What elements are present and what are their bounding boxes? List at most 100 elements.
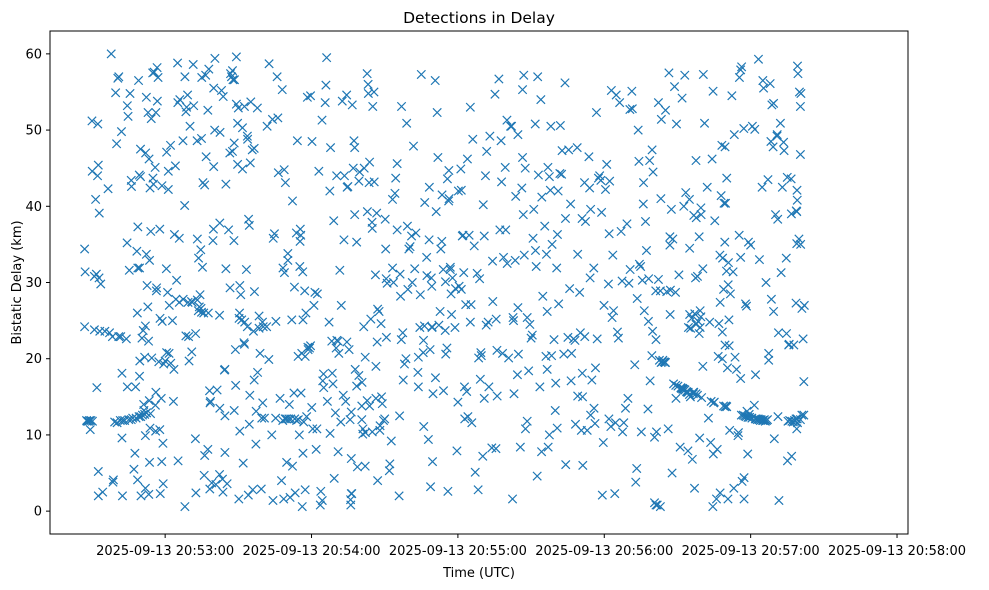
data-point <box>122 238 132 248</box>
data-point <box>374 306 384 317</box>
data-point <box>466 299 476 310</box>
data-point <box>200 180 210 190</box>
data-point <box>714 319 724 329</box>
data-point <box>736 62 747 72</box>
data-point <box>663 424 673 434</box>
data-point <box>363 79 373 89</box>
data-point <box>537 192 547 202</box>
data-point <box>762 415 773 425</box>
data-point <box>559 349 569 359</box>
data-point <box>235 426 245 436</box>
data-point <box>147 353 157 363</box>
data-point <box>305 341 316 351</box>
data-point <box>566 348 577 359</box>
data-point <box>289 388 299 398</box>
data-point <box>515 442 525 452</box>
data-point <box>546 121 556 131</box>
data-point <box>312 289 323 299</box>
data-point <box>577 368 587 378</box>
data-point <box>185 121 195 131</box>
data-point <box>530 245 541 256</box>
data-point <box>768 98 779 109</box>
data-point <box>564 145 574 155</box>
data-point <box>174 233 184 243</box>
data-point <box>180 200 190 211</box>
data-point <box>171 275 182 285</box>
data-point <box>660 357 671 368</box>
data-point <box>418 347 428 358</box>
data-point <box>132 475 143 485</box>
data-point <box>124 265 134 275</box>
data-point <box>696 392 707 403</box>
data-point <box>394 491 404 501</box>
data-point <box>475 374 485 384</box>
data-point <box>140 321 151 331</box>
data-point <box>122 101 132 111</box>
data-point <box>552 423 562 433</box>
data-point <box>634 259 645 269</box>
data-point <box>380 214 390 224</box>
data-point <box>165 140 176 150</box>
data-point <box>497 348 508 359</box>
data-point <box>647 145 657 155</box>
data-point <box>141 148 151 158</box>
data-point <box>150 162 160 173</box>
plot-area <box>80 49 809 512</box>
data-point <box>604 229 614 239</box>
data-point <box>773 328 784 338</box>
data-point <box>456 164 466 174</box>
data-point <box>715 488 725 498</box>
data-point <box>519 70 529 80</box>
data-point <box>275 393 285 403</box>
data-point <box>402 221 413 231</box>
data-point <box>144 489 154 499</box>
data-point <box>456 284 466 294</box>
data-point <box>132 246 142 256</box>
data-point <box>490 89 500 99</box>
data-point <box>585 204 596 214</box>
data-point <box>707 154 717 164</box>
data-point <box>723 494 733 504</box>
data-point <box>339 235 349 245</box>
data-point <box>283 255 293 266</box>
data-point <box>753 54 764 64</box>
data-point <box>245 390 255 400</box>
data-point <box>103 184 113 194</box>
data-point <box>665 309 675 320</box>
data-point <box>476 347 486 358</box>
data-point <box>221 264 231 274</box>
data-point <box>234 494 244 504</box>
data-point <box>325 428 335 439</box>
data-point <box>322 53 332 63</box>
data-point <box>665 240 675 250</box>
data-point <box>671 119 682 129</box>
data-point <box>210 125 220 135</box>
data-point <box>546 351 557 361</box>
data-point <box>272 72 282 82</box>
data-point <box>302 92 313 102</box>
data-point <box>764 348 774 359</box>
data-point <box>494 74 504 84</box>
data-point <box>472 268 482 278</box>
data-point <box>442 343 452 353</box>
data-point <box>381 244 391 254</box>
data-point <box>510 255 520 266</box>
data-point <box>608 250 618 260</box>
data-point <box>290 488 300 498</box>
y-tick-label: 10 <box>25 428 42 443</box>
data-point <box>716 190 726 201</box>
data-point <box>342 90 352 100</box>
data-point <box>93 466 103 477</box>
data-point <box>366 314 376 324</box>
data-point <box>300 351 310 362</box>
data-point <box>453 397 463 407</box>
data-point <box>427 456 438 467</box>
data-point <box>590 418 600 429</box>
data-point <box>459 382 470 392</box>
data-point <box>203 444 213 455</box>
data-point <box>740 299 751 309</box>
data-point <box>552 229 563 240</box>
data-point <box>463 412 473 422</box>
data-point <box>162 287 173 298</box>
data-point <box>679 201 689 211</box>
